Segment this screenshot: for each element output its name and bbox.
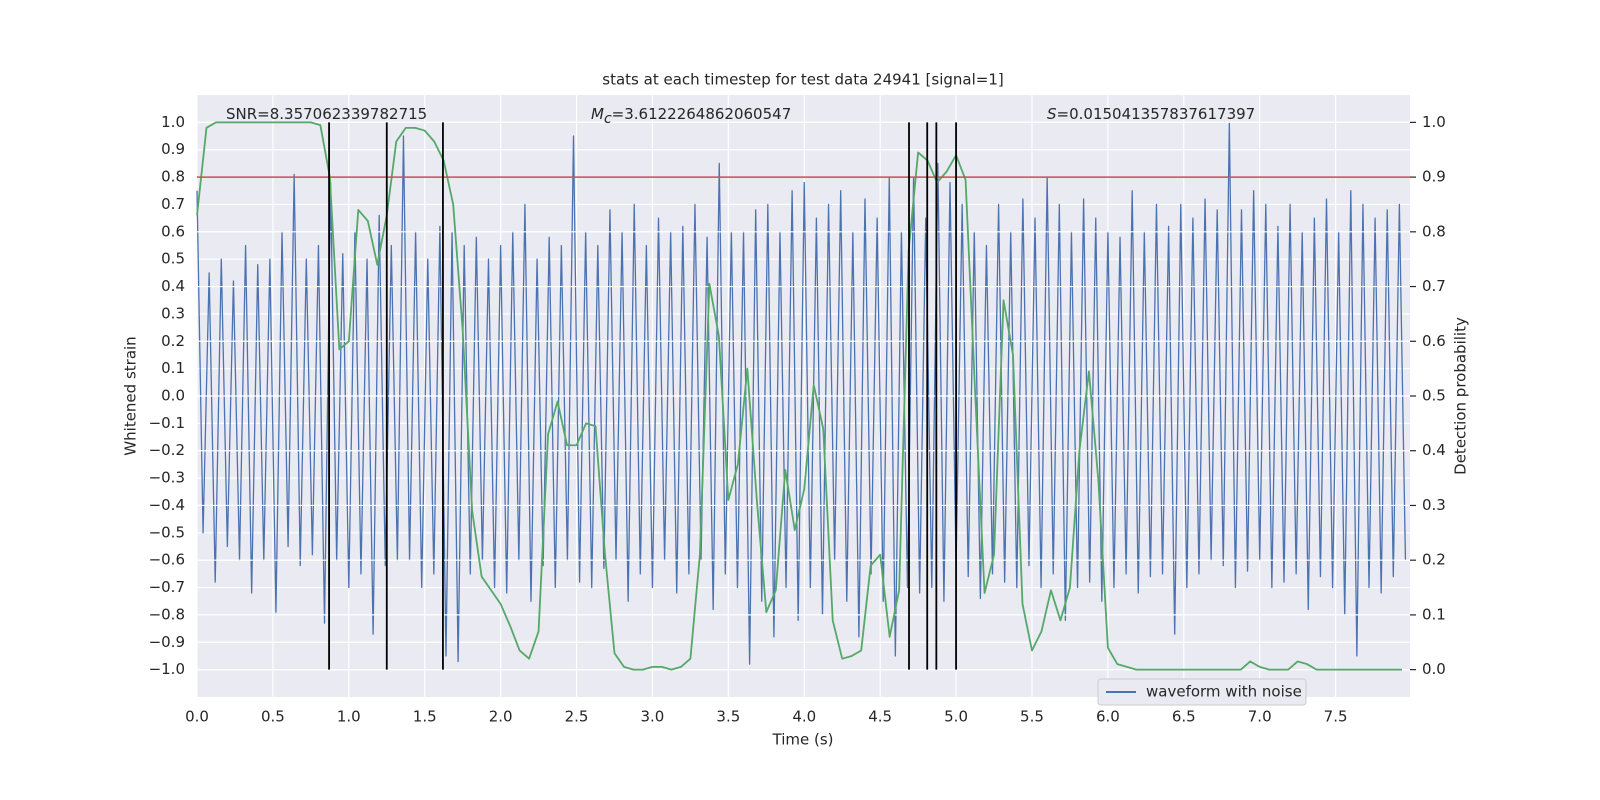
annotation: S=0.015041357837617397 <box>1047 105 1255 123</box>
annotation-symbol: M <box>591 105 604 123</box>
series-line <box>196 121 1407 665</box>
y-tick-label: −1.0 <box>149 660 185 678</box>
x-tick-label: 1.0 <box>337 708 361 726</box>
y-tick-label: 0.2 <box>161 332 185 350</box>
y2-tick-label: 1.0 <box>1422 113 1446 131</box>
chart-title: stats at each timestep for test data 249… <box>602 71 1003 89</box>
y-tick-label: −0.4 <box>149 496 185 514</box>
y-tick-label: 0.4 <box>161 277 185 295</box>
y-tick-label: 0.1 <box>161 359 185 377</box>
x-tick-label: 1.5 <box>413 708 437 726</box>
y-tick-label: −0.6 <box>149 551 185 569</box>
annotation-text: =0.015041357837617397 <box>1057 105 1256 123</box>
y-tick-label: 0.6 <box>161 222 185 240</box>
legend-box <box>1097 678 1307 706</box>
x-tick-label: 5.0 <box>944 708 968 726</box>
x-tick-label: 2.0 <box>489 708 513 726</box>
y2-tick-label: 0.8 <box>1422 222 1446 240</box>
y2-tick-label: 0.9 <box>1422 168 1446 186</box>
y-tick-label: −0.2 <box>149 441 185 459</box>
annotation: SNR=8.357062339782715 <box>226 105 427 123</box>
y-tick-label: −0.3 <box>149 469 185 487</box>
y-tick-label: −0.1 <box>149 414 185 432</box>
legend-label: waveform with noise <box>1146 683 1302 701</box>
y2-axis-label: Detection probability <box>1452 317 1470 475</box>
x-tick-label: 6.5 <box>1172 708 1196 726</box>
y-tick-label: 0.0 <box>161 387 185 405</box>
y-tick-label: 0.8 <box>161 168 185 186</box>
x-tick-label: 0.5 <box>261 708 285 726</box>
y-tick-label: 1.0 <box>161 113 185 131</box>
y2-tick-label: 0.3 <box>1422 496 1446 514</box>
y2-tick-label: 0.2 <box>1422 551 1446 569</box>
y-tick-label: 0.3 <box>161 304 185 322</box>
y2-tick-label: 0.7 <box>1422 277 1446 295</box>
x-tick-label: 2.5 <box>565 708 589 726</box>
annotation-text: SNR=8.357062339782715 <box>226 105 427 123</box>
x-tick-label: 4.5 <box>868 708 892 726</box>
y-tick-label: 0.7 <box>161 195 185 213</box>
annotation: Mc=3.6122264862060547 <box>591 105 791 128</box>
y2-tick-label: 0.5 <box>1422 387 1446 405</box>
y2-tick-label: 0.1 <box>1422 605 1446 623</box>
y-tick-label: −0.9 <box>149 633 185 651</box>
y-tick-label: −0.7 <box>149 578 185 596</box>
x-tick-label: 7.0 <box>1248 708 1272 726</box>
x-tick-label: 3.5 <box>716 708 740 726</box>
x-tick-label: 6.0 <box>1096 708 1120 726</box>
y2-tick-label: 0.4 <box>1422 441 1446 459</box>
x-tick-label: 0.0 <box>185 708 209 726</box>
y-tick-label: −0.5 <box>149 523 185 541</box>
x-tick-label: 5.5 <box>1020 708 1044 726</box>
x-axis-label: Time (s) <box>772 731 834 749</box>
y2-tick-label: 0.0 <box>1422 660 1446 678</box>
y-tick-label: −0.8 <box>149 605 185 623</box>
x-tick-label: 7.5 <box>1324 708 1348 726</box>
annotation-text: =3.6122264862060547 <box>612 105 792 123</box>
y2-tick-label: 0.6 <box>1422 332 1446 350</box>
annotation-symbol: S <box>1047 105 1057 123</box>
x-tick-label: 3.0 <box>641 708 665 726</box>
annotation-subscript: c <box>604 111 612 127</box>
y-tick-label: 0.9 <box>161 140 185 158</box>
x-tick-label: 4.0 <box>792 708 816 726</box>
series-line <box>196 121 1403 671</box>
y-axis-label: Whitened strain <box>122 336 140 455</box>
y-tick-label: 0.5 <box>161 250 185 268</box>
